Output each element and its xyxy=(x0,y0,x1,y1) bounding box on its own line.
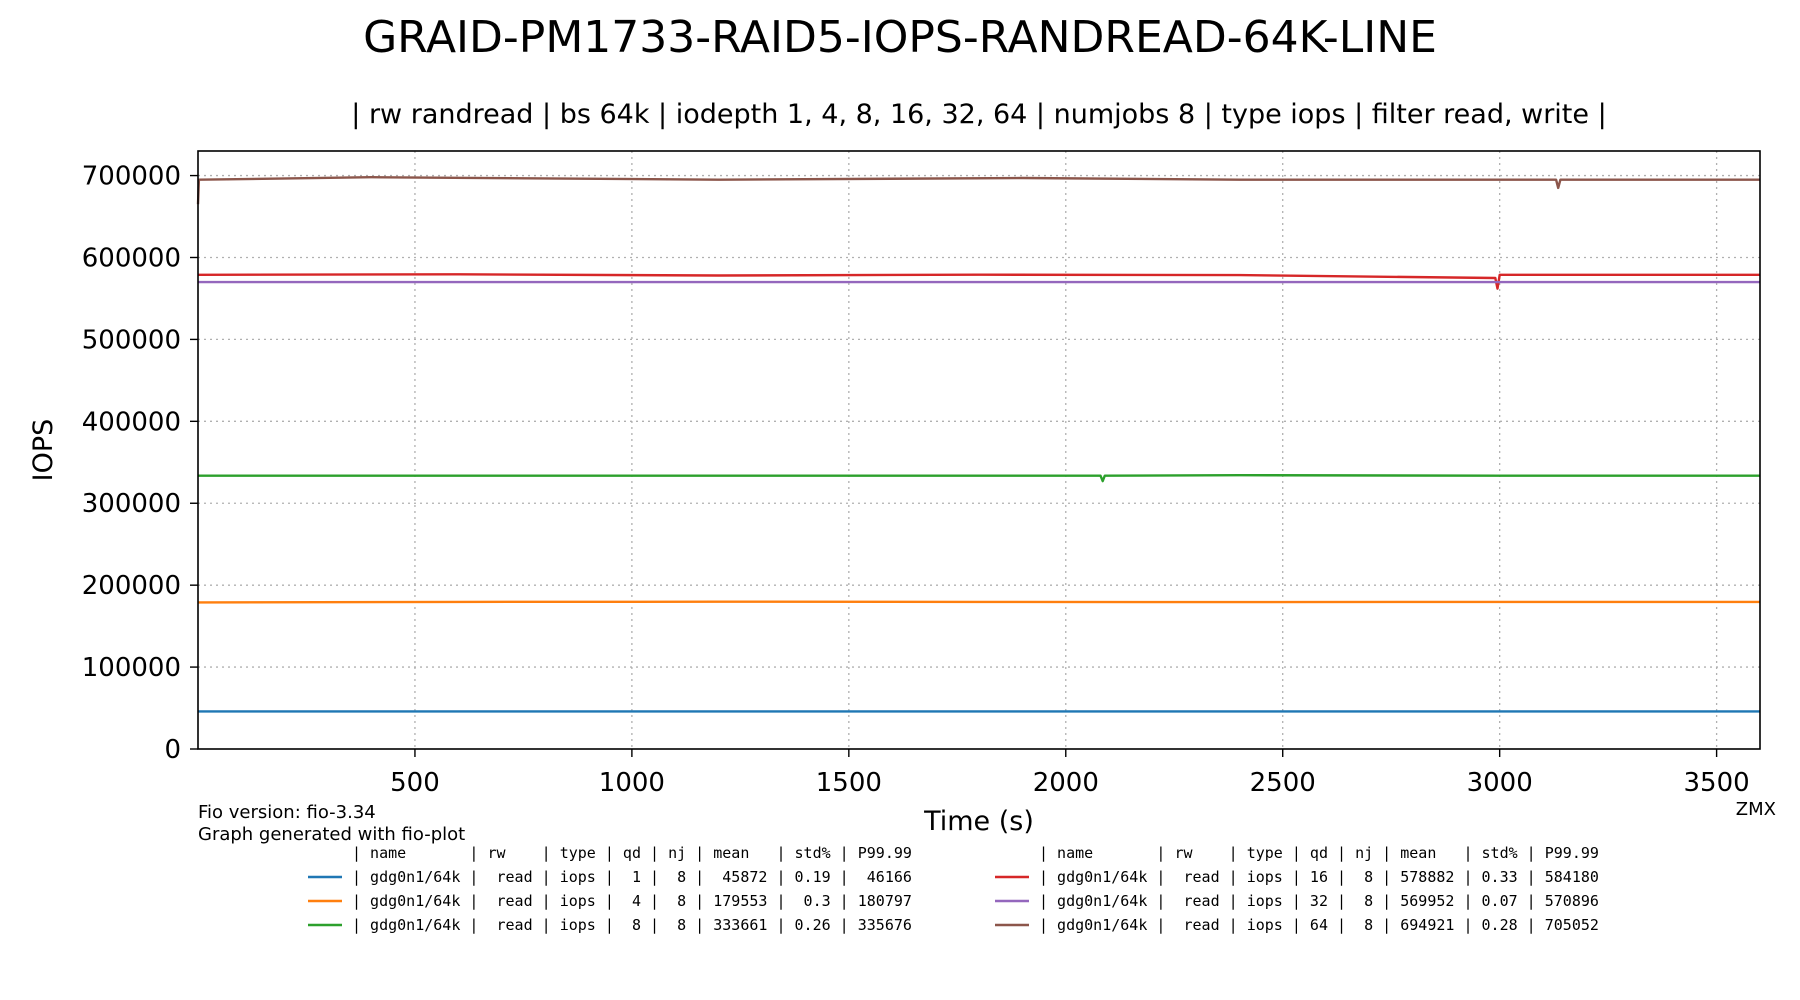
chart-title: GRAID-PM1733-RAID5-IOPS-RANDREAD-64K-LIN… xyxy=(363,12,1437,63)
x-tick-label: 3000 xyxy=(1467,768,1533,798)
legend: | name | rw | type | qd | nj | mean | st… xyxy=(308,844,1599,934)
x-axis-label: Time (s) xyxy=(923,806,1034,837)
y-tick-label: 300000 xyxy=(82,489,181,519)
series-lines xyxy=(196,175,1760,713)
series-line-2 xyxy=(197,600,1760,604)
generated-note: Graph generated with fio-plot xyxy=(198,824,465,845)
legend-entry: | gdg0n1/64k | read | iops | 64 | 8 | 69… xyxy=(1039,916,1599,934)
y-tick-label: 0 xyxy=(164,735,181,765)
grid xyxy=(198,151,1760,749)
y-tick-label: 500000 xyxy=(82,325,181,355)
x-tick-label: 3500 xyxy=(1684,768,1750,798)
series-line-4 xyxy=(197,273,1760,290)
plot-frame xyxy=(197,150,1761,750)
y-tick-label: 700000 xyxy=(82,162,181,192)
axis-ticks: 500 1000 1500 2000 2500 3000 3500 0 100000 200000… xyxy=(82,162,1750,798)
y-tick-label: 400000 xyxy=(82,407,181,437)
chart-subtitle: | rw randread | bs 64k | iodepth 1, 4, 8… xyxy=(351,99,1606,130)
legend-entry: | gdg0n1/64k | read | iops | 32 | 8 | 56… xyxy=(1039,892,1599,910)
author-note: ZMX xyxy=(1736,799,1776,820)
x-tick-label: 2500 xyxy=(1250,768,1316,798)
series-line-6 xyxy=(196,175,1760,205)
x-tick-label: 500 xyxy=(390,768,440,798)
y-tick-label: 600000 xyxy=(82,243,181,273)
legend-entry: | gdg0n1/64k | read | iops | 16 | 8 | 57… xyxy=(1039,868,1599,886)
legend-entry: | gdg0n1/64k | read | iops | 4 | 8 | 179… xyxy=(352,892,912,910)
series-line-3 xyxy=(198,474,1760,483)
legend-header: | name | rw | type | qd | nj | mean | st… xyxy=(352,844,912,862)
legend-entry: | gdg0n1/64k | read | iops | 1 | 8 | 458… xyxy=(352,868,912,886)
y-tick-label: 100000 xyxy=(82,653,181,683)
x-tick-label: 2000 xyxy=(1033,768,1099,798)
x-tick-label: 1000 xyxy=(599,768,665,798)
legend-entry: | gdg0n1/64k | read | iops | 8 | 8 | 333… xyxy=(352,916,912,934)
legend-header: | name | rw | type | qd | nj | mean | st… xyxy=(1039,844,1599,862)
fio-version-note: Fio version: fio-3.34 xyxy=(198,802,376,823)
y-axis-label: IOPS xyxy=(28,419,59,482)
x-tick-label: 1500 xyxy=(816,768,882,798)
y-tick-label: 200000 xyxy=(82,571,181,601)
